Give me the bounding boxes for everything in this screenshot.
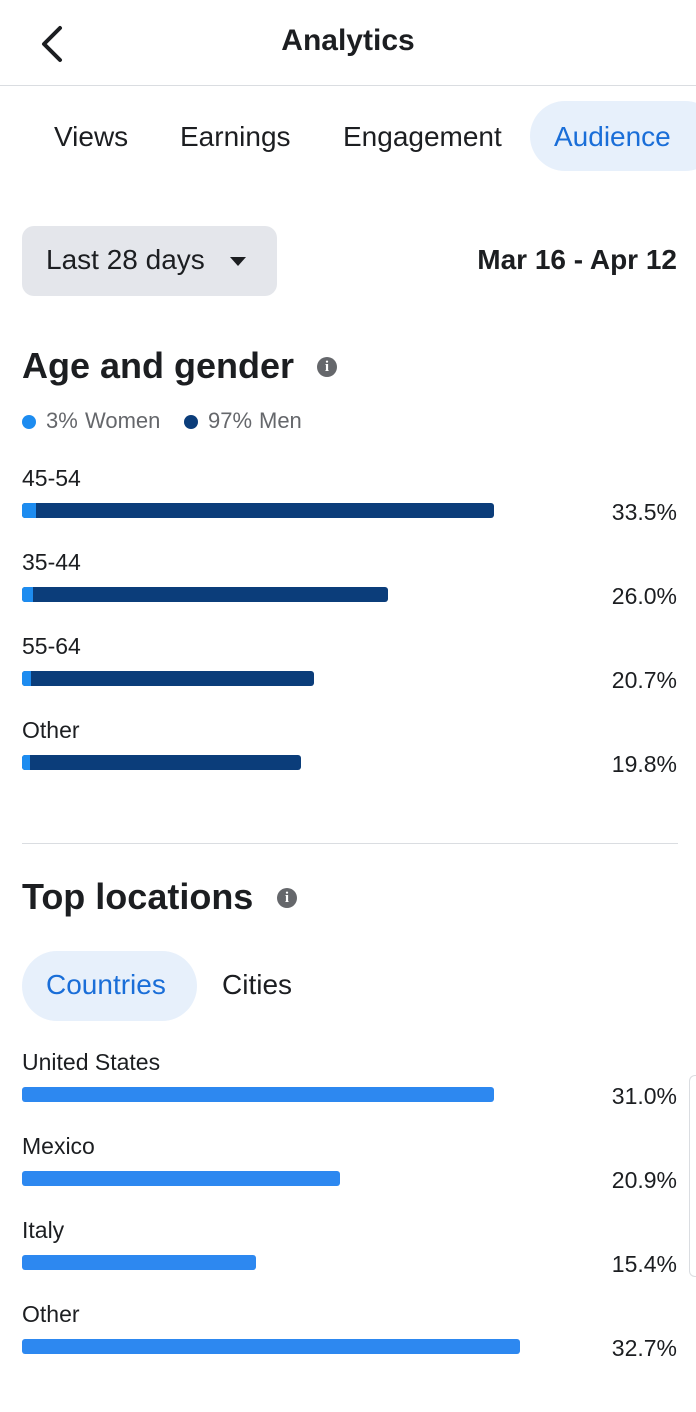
bar [22, 503, 494, 518]
legend-dot [22, 415, 36, 429]
subtab[interactable]: Cities [222, 969, 293, 1000]
women-segment [22, 671, 31, 686]
row-value: 32.7% [611, 1335, 677, 1361]
legend-name: Women [85, 408, 161, 433]
tab[interactable]: Views [54, 121, 129, 152]
row-label: 55-64 [22, 633, 81, 659]
scroll-handle [689, 1075, 696, 1277]
section-title: Age and gender [22, 345, 295, 386]
tab[interactable]: Audience [554, 121, 671, 152]
subtab[interactable]: Countries [46, 969, 166, 1000]
date-selector[interactable]: Last 28 days [22, 226, 277, 296]
row-label: Other [22, 1301, 80, 1327]
bar [22, 1339, 520, 1354]
row-label: Italy [22, 1217, 65, 1243]
active-tab-bg [530, 101, 696, 171]
row-label: United States [22, 1049, 161, 1075]
tab[interactable]: Earnings [180, 121, 291, 152]
bar [22, 1255, 257, 1270]
row-value: 31.0% [611, 1083, 677, 1109]
page-title: Analytics [281, 24, 415, 57]
row-value: 19.8% [611, 751, 677, 777]
dropdown-caret [230, 257, 246, 266]
women-segment [22, 503, 37, 518]
row-label: Other [22, 717, 80, 743]
active-subtab-bg [22, 951, 197, 1021]
legend-value: 97% [208, 408, 253, 433]
section-title: Top locations [22, 876, 254, 917]
section-divider [22, 843, 678, 844]
legend-dot [184, 415, 198, 429]
date-range: Mar 16 - Apr 12 [477, 244, 677, 275]
row-value: 33.5% [611, 499, 677, 525]
women-segment [22, 755, 31, 770]
row-label: 45-54 [22, 465, 81, 491]
back-button[interactable] [38, 24, 68, 64]
bar [22, 1171, 341, 1186]
row-label: Mexico [22, 1133, 95, 1159]
tab[interactable]: Engagement [343, 121, 502, 152]
legend-name: Men [259, 408, 302, 433]
row-value: 20.7% [611, 667, 677, 693]
header-divider [0, 85, 696, 86]
row-value: 26.0% [611, 583, 677, 609]
bar [22, 671, 314, 686]
info-icon[interactable]: i [277, 888, 297, 908]
women-segment [22, 587, 33, 602]
legend-value: 3% [46, 408, 78, 433]
bar [22, 587, 389, 602]
info-icon[interactable]: i [317, 357, 337, 377]
row-value: 20.9% [611, 1167, 677, 1193]
row-value: 15.4% [611, 1251, 677, 1277]
bar [22, 1087, 494, 1102]
row-label: 35-44 [22, 549, 81, 575]
date-selector-label: Last 28 days [46, 244, 205, 275]
bar [22, 755, 301, 770]
